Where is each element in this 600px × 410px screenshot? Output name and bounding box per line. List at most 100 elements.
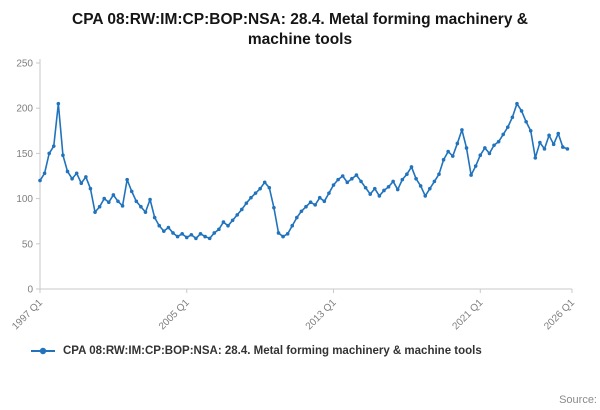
- series-point[interactable]: [414, 176, 418, 181]
- series-point[interactable]: [134, 199, 139, 204]
- series-point[interactable]: [143, 210, 148, 214]
- line-chart[interactable]: 0 50 100 150 200 250 1997 Q1 2005 Q1 2013 Q1 2021…: [0, 51, 600, 343]
- series-point[interactable]: [331, 183, 336, 187]
- series-point[interactable]: [313, 203, 317, 207]
- series-point[interactable]: [501, 132, 506, 137]
- series-point[interactable]: [249, 195, 253, 200]
- series-point[interactable]: [84, 175, 88, 179]
- series-point[interactable]: [221, 220, 226, 224]
- series-point[interactable]: [386, 184, 391, 189]
- series-point[interactable]: [340, 174, 345, 178]
- series-point[interactable]: [345, 180, 350, 185]
- series-point[interactable]: [418, 184, 423, 188]
- series-point[interactable]: [184, 235, 189, 240]
- series-point[interactable]: [469, 173, 473, 177]
- series-point[interactable]: [405, 172, 409, 176]
- series-point[interactable]: [93, 210, 97, 214]
- legend[interactable]: CPA 08:RW:IM:CP:BOP:NSA: 28.4. Metal for…: [0, 345, 600, 357]
- series-point[interactable]: [290, 223, 295, 228]
- series-point[interactable]: [235, 212, 240, 217]
- series-point[interactable]: [139, 204, 143, 209]
- series-point[interactable]: [102, 196, 107, 201]
- series-point[interactable]: [70, 176, 74, 181]
- series-point[interactable]: [519, 109, 524, 113]
- series-point[interactable]: [542, 146, 547, 151]
- series-point[interactable]: [239, 207, 244, 212]
- series-point[interactable]: [464, 146, 469, 150]
- series-point[interactable]: [207, 236, 212, 241]
- series-point[interactable]: [363, 185, 368, 190]
- series-point[interactable]: [515, 101, 519, 106]
- series-point[interactable]: [47, 151, 51, 156]
- series-point[interactable]: [148, 197, 152, 202]
- series-point[interactable]: [432, 179, 437, 184]
- series-point[interactable]: [437, 172, 441, 176]
- series-point[interactable]: [106, 200, 111, 204]
- series-point[interactable]: [322, 199, 327, 204]
- series-point[interactable]: [561, 145, 565, 149]
- series-point[interactable]: [226, 223, 230, 228]
- series-point[interactable]: [505, 125, 510, 129]
- series-point[interactable]: [61, 153, 65, 157]
- series-point[interactable]: [262, 180, 267, 185]
- series-point[interactable]: [478, 153, 483, 157]
- series-point[interactable]: [354, 173, 359, 177]
- series-point[interactable]: [446, 149, 450, 154]
- series-point[interactable]: [400, 177, 405, 182]
- series-point[interactable]: [189, 232, 194, 237]
- series-point[interactable]: [510, 115, 515, 119]
- series-point[interactable]: [528, 128, 533, 133]
- series-point[interactable]: [253, 191, 258, 195]
- series-point[interactable]: [38, 178, 42, 183]
- series-point[interactable]: [460, 128, 464, 132]
- series-point[interactable]: [157, 223, 162, 228]
- series-point[interactable]: [88, 186, 93, 191]
- series-point[interactable]: [299, 209, 304, 213]
- series-point[interactable]: [175, 234, 180, 239]
- series-point[interactable]: [272, 205, 276, 210]
- series-point[interactable]: [423, 193, 428, 198]
- series-point[interactable]: [533, 156, 538, 160]
- series-point[interactable]: [492, 143, 496, 147]
- series-point[interactable]: [230, 218, 235, 223]
- series-point[interactable]: [524, 119, 528, 124]
- series-point[interactable]: [350, 176, 354, 181]
- series-point[interactable]: [129, 189, 134, 194]
- series-point[interactable]: [198, 231, 203, 236]
- series-point[interactable]: [377, 193, 382, 198]
- series-point[interactable]: [382, 188, 386, 193]
- series-point[interactable]: [450, 154, 455, 158]
- series-point[interactable]: [125, 177, 129, 182]
- series-point[interactable]: [166, 225, 171, 230]
- series-point[interactable]: [97, 204, 102, 209]
- series-point[interactable]: [212, 231, 217, 235]
- series-point[interactable]: [42, 171, 47, 175]
- series-point[interactable]: [565, 146, 570, 151]
- series-point[interactable]: [295, 215, 299, 220]
- series-point[interactable]: [111, 193, 116, 197]
- series-point[interactable]: [267, 185, 272, 190]
- series-point[interactable]: [327, 191, 331, 195]
- series-point[interactable]: [487, 151, 492, 156]
- series-line[interactable]: [39, 102, 569, 240]
- series-point[interactable]: [455, 141, 460, 146]
- series-point[interactable]: [538, 140, 542, 145]
- series-point[interactable]: [556, 131, 561, 136]
- series-point[interactable]: [441, 157, 446, 162]
- series-point[interactable]: [116, 199, 120, 204]
- series-point[interactable]: [258, 186, 262, 191]
- series-point[interactable]: [547, 133, 551, 138]
- series-point[interactable]: [74, 171, 79, 175]
- series-point[interactable]: [244, 201, 249, 205]
- series-point[interactable]: [372, 186, 377, 191]
- series-point[interactable]: [79, 181, 84, 185]
- series-point[interactable]: [281, 234, 285, 239]
- series-point[interactable]: [285, 231, 290, 236]
- series-point[interactable]: [203, 234, 207, 239]
- series-point[interactable]: [304, 204, 308, 209]
- series-point[interactable]: [162, 229, 166, 233]
- series-point[interactable]: [317, 195, 322, 200]
- series-point[interactable]: [51, 144, 56, 148]
- series-point[interactable]: [473, 164, 478, 168]
- series-point[interactable]: [56, 101, 61, 106]
